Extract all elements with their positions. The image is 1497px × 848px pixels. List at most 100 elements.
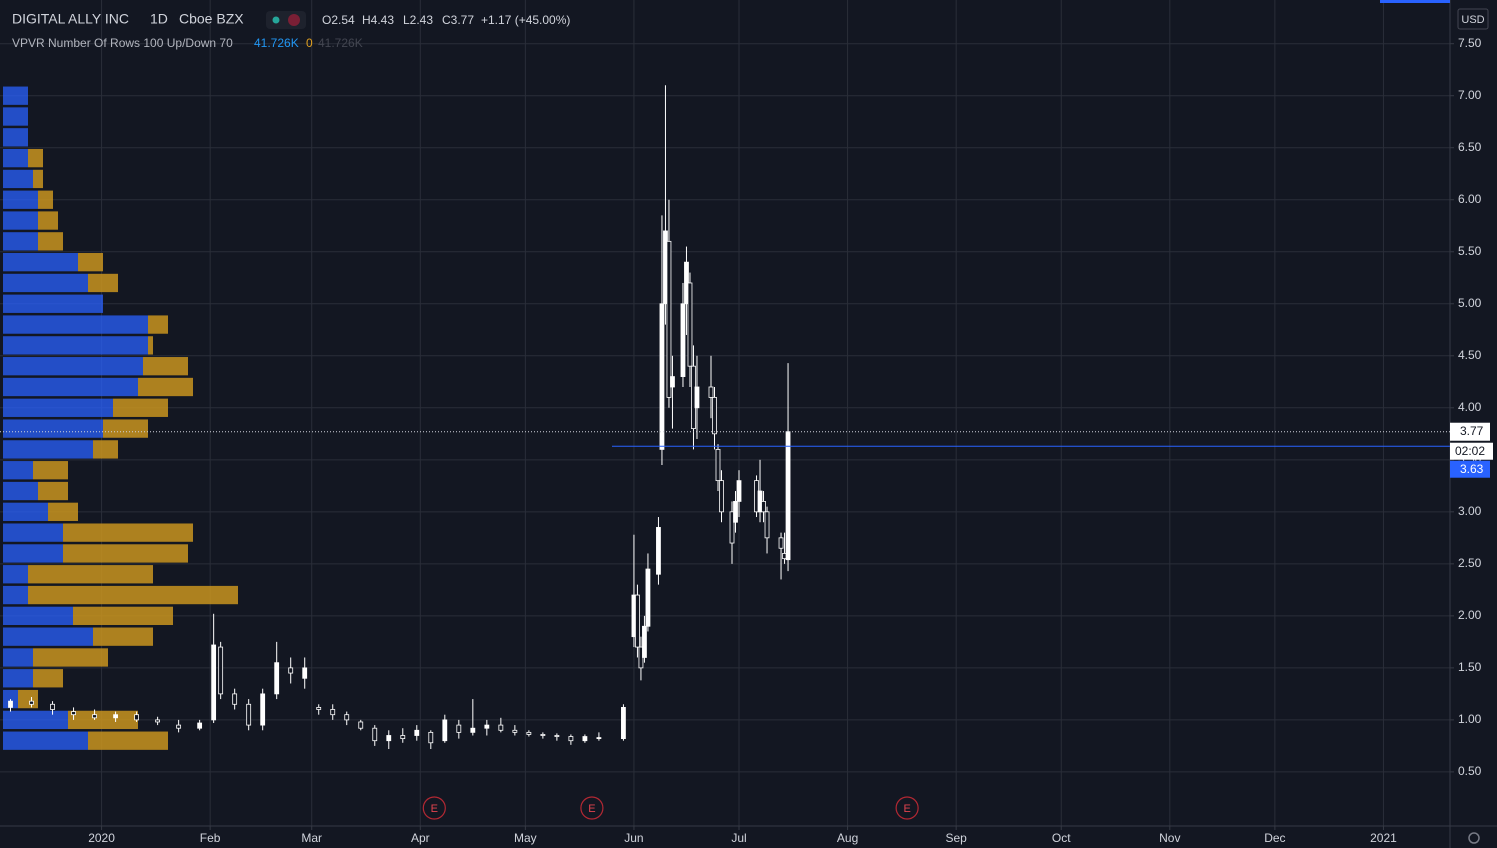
candle-body: [176, 724, 182, 729]
candle-body: [694, 386, 700, 409]
last-price-label: 3.77: [1460, 424, 1484, 438]
indicator-name[interactable]: VPVR Number Of Rows 100 Up/Down 70: [12, 36, 233, 50]
candle-body: [232, 693, 238, 705]
settings-icon[interactable]: [1468, 832, 1480, 844]
y-tick-label: 2.50: [1458, 556, 1482, 570]
candle-body: [246, 703, 252, 726]
ohlc-close: C3.77: [442, 13, 474, 27]
candle-body: [526, 731, 532, 735]
profile-up: [3, 627, 93, 646]
indicator-value: 41.726K: [254, 36, 299, 50]
profile-down: [38, 232, 63, 251]
profile-up: [3, 669, 33, 688]
profile-down: [63, 544, 188, 563]
settings-gear[interactable]: [1468, 832, 1480, 844]
profile-up: [3, 190, 38, 209]
y-tick-label: 7.00: [1458, 88, 1482, 102]
candle-body: [316, 707, 322, 710]
y-tick-label: 4.50: [1458, 348, 1482, 362]
profile-down: [73, 606, 173, 626]
earnings-label: E: [903, 803, 910, 815]
candle-body: [708, 386, 714, 398]
earnings-marker[interactable]: [422, 796, 446, 820]
candle-body: [92, 714, 97, 719]
profile-up: [3, 294, 103, 313]
candle-body: [659, 303, 665, 450]
profile-down: [33, 648, 108, 667]
candle-body: [687, 282, 693, 367]
countdown-box: [1450, 442, 1493, 460]
earnings-marker[interactable]: [580, 796, 604, 820]
profile-down: [93, 627, 153, 646]
profile-down: [148, 336, 153, 355]
candle-body: [656, 527, 661, 575]
candle-body: [670, 376, 675, 388]
candle-body: [288, 667, 294, 674]
earnings-marker[interactable]: [895, 796, 919, 820]
x-tick-label: Sep: [945, 831, 967, 845]
candle-body: [785, 431, 791, 561]
candle-body: [8, 700, 13, 708]
profile-down: [63, 523, 193, 542]
profile-up: [3, 731, 88, 750]
profile-down: [68, 710, 138, 730]
profile-up: [3, 502, 48, 521]
profile-down: [88, 273, 118, 293]
candle-body: [621, 707, 626, 740]
candle-body: [400, 735, 406, 740]
profile-up: [3, 419, 103, 438]
profile-down: [18, 689, 38, 709]
x-tick-label: Aug: [837, 831, 858, 845]
profile-up: [3, 648, 33, 667]
profile-up: [3, 544, 63, 563]
profile-up: [3, 336, 148, 355]
candle-body: [386, 735, 392, 742]
y-tick-label: 5.50: [1458, 244, 1482, 258]
ohlc-open: O2.54: [322, 13, 355, 27]
profile-down: [88, 731, 168, 750]
grid: [0, 0, 1450, 826]
candle-body: [568, 736, 574, 742]
interval[interactable]: 1D: [150, 11, 168, 27]
exchange: Cboe BZX: [179, 11, 244, 27]
profile-up: [3, 273, 88, 293]
profile-up: [3, 107, 28, 126]
y-tick-label: 7.50: [1458, 36, 1482, 50]
candle-body: [358, 721, 364, 729]
candle-body: [372, 727, 378, 742]
candle-body: [344, 714, 350, 721]
profile-up: [3, 606, 73, 626]
y-tick-label: 3.00: [1458, 504, 1482, 518]
profile-down: [38, 211, 58, 230]
candle-body: [645, 568, 651, 627]
profile-up: [3, 211, 38, 230]
candle-body: [554, 735, 560, 737]
profile-down: [33, 169, 43, 189]
candle-body: [764, 511, 770, 539]
y-tick-label: 4.00: [1458, 400, 1482, 414]
bid-price-label: 3.63: [1460, 462, 1484, 476]
candle-body: [71, 711, 76, 716]
earnings-label: E: [588, 803, 595, 815]
candle-body: [197, 722, 203, 729]
candle-body: [761, 501, 766, 513]
profile-down: [28, 148, 43, 168]
currency-box[interactable]: [1457, 8, 1489, 30]
profile-up: [3, 232, 38, 251]
y-tick-label: 6.50: [1458, 140, 1482, 154]
candle-body: [218, 646, 224, 695]
profile-down: [148, 315, 168, 334]
candle-body: [302, 667, 308, 679]
x-tick-label: Dec: [1264, 831, 1285, 845]
candle-body: [134, 714, 139, 721]
profile-down: [33, 669, 63, 688]
candle-body: [484, 724, 490, 729]
candle-body: [211, 644, 217, 721]
candle-body: [719, 480, 724, 513]
indicator-value: 0: [306, 36, 313, 50]
profile-up: [3, 440, 93, 459]
axes: 0.501.001.502.002.503.003.504.004.505.00…: [0, 36, 1493, 845]
symbol-name[interactable]: DIGITAL ALLY INC: [12, 11, 129, 27]
profile-down: [38, 190, 53, 209]
